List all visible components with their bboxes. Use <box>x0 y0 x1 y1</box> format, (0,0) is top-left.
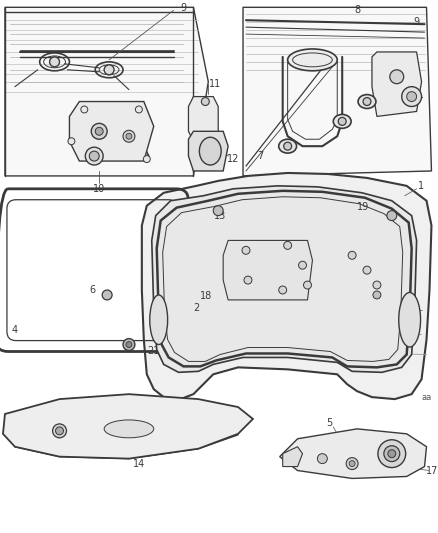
Text: 12: 12 <box>227 154 239 164</box>
Polygon shape <box>5 7 208 176</box>
Text: 11: 11 <box>209 79 221 88</box>
Text: 3: 3 <box>191 201 197 211</box>
Circle shape <box>95 127 103 135</box>
Circle shape <box>363 98 371 106</box>
Polygon shape <box>280 429 427 479</box>
Text: 17: 17 <box>426 465 438 475</box>
Circle shape <box>279 286 286 294</box>
Circle shape <box>338 117 346 125</box>
Text: 4: 4 <box>12 325 18 335</box>
Polygon shape <box>188 96 218 141</box>
Circle shape <box>284 241 292 249</box>
Circle shape <box>284 142 292 150</box>
Circle shape <box>318 454 327 464</box>
Circle shape <box>388 450 396 458</box>
Circle shape <box>85 147 103 165</box>
Circle shape <box>126 133 132 139</box>
Text: 6: 6 <box>89 285 95 295</box>
Polygon shape <box>142 173 431 399</box>
Circle shape <box>402 87 421 107</box>
Ellipse shape <box>333 115 351 128</box>
Circle shape <box>378 440 406 467</box>
Polygon shape <box>188 131 228 171</box>
Circle shape <box>373 291 381 299</box>
Ellipse shape <box>399 293 420 347</box>
Circle shape <box>53 424 67 438</box>
Circle shape <box>244 276 252 284</box>
Circle shape <box>406 92 417 102</box>
Ellipse shape <box>358 94 376 109</box>
Circle shape <box>91 123 107 139</box>
Text: 18: 18 <box>200 291 212 301</box>
Circle shape <box>348 252 356 259</box>
Ellipse shape <box>288 49 337 71</box>
Circle shape <box>81 106 88 113</box>
Circle shape <box>123 338 135 351</box>
Circle shape <box>49 57 60 67</box>
Text: 19: 19 <box>357 201 369 212</box>
Circle shape <box>123 130 135 142</box>
Circle shape <box>229 286 237 294</box>
Circle shape <box>346 458 358 470</box>
Circle shape <box>299 261 307 269</box>
Circle shape <box>213 206 223 216</box>
Circle shape <box>102 290 112 300</box>
Polygon shape <box>283 447 303 466</box>
Polygon shape <box>243 7 431 176</box>
Circle shape <box>104 65 114 75</box>
Text: 7: 7 <box>257 151 263 161</box>
Ellipse shape <box>279 139 297 153</box>
Ellipse shape <box>104 420 154 438</box>
Circle shape <box>56 427 64 435</box>
Polygon shape <box>372 52 421 116</box>
Circle shape <box>143 156 150 163</box>
Circle shape <box>363 266 371 274</box>
Circle shape <box>68 138 75 144</box>
Text: 13: 13 <box>214 211 226 221</box>
Polygon shape <box>152 186 417 373</box>
Text: 9: 9 <box>180 3 187 13</box>
Circle shape <box>373 281 381 289</box>
Circle shape <box>135 106 142 113</box>
Circle shape <box>304 281 311 289</box>
Polygon shape <box>70 102 154 161</box>
Circle shape <box>242 246 250 254</box>
Text: 10: 10 <box>93 184 105 194</box>
Circle shape <box>126 342 132 348</box>
Text: 14: 14 <box>133 458 145 469</box>
Text: 15: 15 <box>247 247 259 257</box>
Circle shape <box>349 461 355 466</box>
Text: 21: 21 <box>148 346 160 357</box>
Circle shape <box>384 446 400 462</box>
Ellipse shape <box>150 295 168 344</box>
Polygon shape <box>3 394 253 458</box>
Text: 9: 9 <box>413 17 420 27</box>
Ellipse shape <box>199 138 221 165</box>
Text: 8: 8 <box>354 5 360 15</box>
Circle shape <box>390 70 404 84</box>
Circle shape <box>201 98 209 106</box>
Text: 5: 5 <box>326 418 332 428</box>
Text: aa: aa <box>421 393 431 402</box>
Text: 1: 1 <box>417 181 424 191</box>
Polygon shape <box>223 240 312 300</box>
Circle shape <box>387 211 397 221</box>
Text: 2: 2 <box>193 303 200 313</box>
Circle shape <box>89 151 99 161</box>
